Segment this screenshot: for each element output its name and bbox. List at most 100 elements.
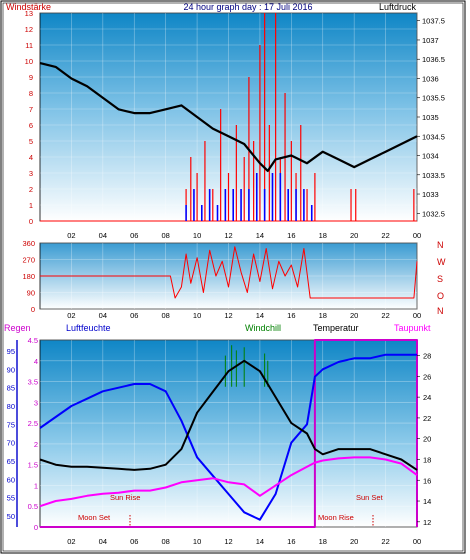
dir-y-tick-0: 0 (31, 305, 35, 314)
moon-set-label: Moon Set (78, 513, 111, 522)
humidity-y-tick-75: 75 (7, 420, 15, 429)
temp-humidity-axes: 0 0.5 1 1.5 2 2.5 3 3.5 4 4.5 50 55 60 65 70 75 80 85 90 95… (7, 336, 432, 546)
rain-y-tick-2: 2 (34, 440, 38, 449)
pressure-y-tick-1036.5: 1036.5 (422, 55, 445, 64)
temp-x-tick-22: 22 (381, 537, 389, 546)
wind-x-tick-10: 10 (193, 231, 201, 240)
dir-y-tick-90: 90 (27, 289, 35, 298)
temp-humidity-grid (40, 339, 418, 528)
dir-x-tick-20: 20 (350, 311, 358, 320)
wind-x-tick-06: 06 (130, 231, 138, 240)
humidity-y-tick-60: 60 (7, 475, 15, 484)
pressure-y-tick-1032.5: 1032.5 (422, 209, 445, 218)
temp-x-tick-16: 16 (287, 537, 295, 546)
rain-y-tick-1.5: 1.5 (28, 461, 38, 470)
rain-y-tick-0.5: 0.5 (28, 502, 38, 511)
moon-rise-label: Moon Rise (318, 513, 354, 522)
wind-dir-label-o: O (437, 291, 444, 301)
humidity-y-tick-65: 65 (7, 457, 15, 466)
humidity-y-tick-80: 80 (7, 402, 15, 411)
wind-x-tick-04: 04 (99, 231, 107, 240)
wind-pressure-series (39, 13, 418, 222)
humidity-y-tick-70: 70 (7, 439, 15, 448)
temp-y-tick-24: 24 (423, 393, 431, 402)
dir-x-tick-06: 06 (130, 311, 138, 320)
temp-x-tick-00: 00 (413, 537, 421, 546)
dir-x-tick-02: 02 (67, 311, 75, 320)
dir-x-tick-04: 04 (99, 311, 107, 320)
temp-y-tick-18: 18 (423, 455, 431, 464)
temp-x-tick-04: 04 (99, 537, 107, 546)
temp-y-tick-14: 14 (423, 497, 431, 506)
humidity-y-tick-50: 50 (7, 512, 15, 521)
temp-y-tick-22: 22 (423, 414, 431, 423)
legend-regen: Regen (4, 323, 31, 333)
sun-set-label: Sun Set (356, 493, 384, 502)
legend-temperatur: Temperatur (313, 323, 359, 333)
rain-y-tick-0: 0 (34, 523, 38, 532)
wind-x-tick-18: 18 (319, 231, 327, 240)
temp-y-tick-16: 16 (423, 476, 431, 485)
wind-y-tick-11: 11 (25, 41, 33, 50)
wind-direction-series (40, 246, 418, 299)
wind-x-tick-22: 22 (381, 231, 389, 240)
temp-y-tick-26: 26 (423, 372, 431, 381)
temp-y-tick-20: 20 (423, 435, 431, 444)
dir-x-tick-10: 10 (193, 311, 201, 320)
dir-x-tick-22: 22 (381, 311, 389, 320)
wind-x-tick-12: 12 (224, 231, 232, 240)
wind-x-tick-02: 02 (67, 231, 75, 240)
dir-x-tick-16: 16 (287, 311, 295, 320)
wind-y-tick-8: 8 (29, 89, 33, 98)
inner-frame (2, 2, 464, 552)
wind-dir-label-n-bottom: N (437, 306, 444, 316)
pressure-y-tick-1035.5: 1035.5 (422, 94, 445, 103)
luftdruck-label: Luftdruck (379, 2, 417, 12)
temp-x-tick-08: 08 (161, 537, 169, 546)
dir-y-tick-270: 270 (22, 256, 35, 265)
humidity-line (39, 353, 417, 521)
dir-y-tick-180: 180 (22, 272, 35, 281)
pressure-y-tick-1035: 1035 (422, 113, 439, 122)
wind-x-tick-08: 08 (161, 231, 169, 240)
rain-y-tick-4.5: 4.5 (28, 336, 38, 345)
wind-y-tick-4: 4 (29, 153, 33, 162)
sun-rise-label: Sun Rise (110, 493, 140, 502)
wind-direction-axes: 0 90 180 270 360 02 04 06 08 10 12 14 16 18 20 22 00 (22, 239, 421, 320)
rain-y-tick-2.5: 2.5 (28, 419, 38, 428)
dir-x-tick-08: 08 (161, 311, 169, 320)
temp-x-tick-14: 14 (256, 537, 264, 546)
pressure-y-tick-1033.5: 1033.5 (422, 171, 445, 180)
wind-x-tick-14: 14 (256, 231, 264, 240)
wind-y-tick-3: 3 (29, 169, 33, 178)
temp-y-tick-12: 12 (423, 518, 431, 527)
wind-x-tick-16: 16 (287, 231, 295, 240)
dir-x-tick-12: 12 (224, 311, 232, 320)
wind-dir-label-s: S (437, 274, 443, 284)
wind-x-tick-00: 00 (413, 231, 421, 240)
dewpoint-line (39, 456, 418, 508)
humidity-y-tick-85: 85 (7, 384, 15, 393)
wind-y-tick-0: 0 (29, 217, 33, 226)
dir-x-tick-14: 14 (256, 311, 264, 320)
temp-x-tick-12: 12 (224, 537, 232, 546)
wind-direction-grid (40, 242, 418, 310)
legend-luftfeuchte: Luftfeuchte (66, 323, 111, 333)
temp-x-tick-02: 02 (67, 537, 75, 546)
pressure-y-tick-1034: 1034 (422, 152, 439, 161)
wind-y-tick-9: 9 (29, 73, 33, 82)
wind-dir-label-w: W (437, 257, 446, 267)
dir-x-tick-00: 00 (413, 311, 421, 320)
legend-taupunkt: Taupunkt (394, 323, 431, 333)
temp-x-tick-20: 20 (350, 537, 358, 546)
rain-y-tick-3.5: 3.5 (28, 378, 38, 387)
wind-y-tick-2: 2 (29, 185, 33, 194)
pressure-y-tick-1033: 1033 (422, 190, 439, 199)
temp-x-tick-18: 18 (319, 537, 327, 546)
wind-y-tick-5: 5 (29, 137, 33, 146)
rain-y-tick-3: 3 (34, 398, 38, 407)
wind-x-tick-20: 20 (350, 231, 358, 240)
temp-x-tick-06: 06 (130, 537, 138, 546)
